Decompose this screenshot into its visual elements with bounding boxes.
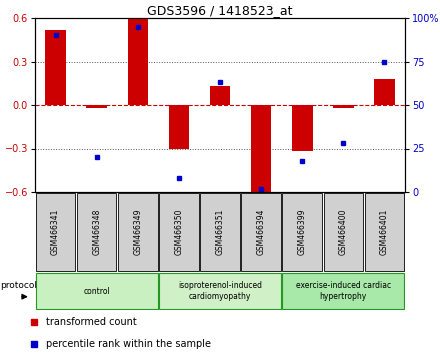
Bar: [36, 193, 75, 271]
Text: control: control: [83, 286, 110, 296]
Bar: [242, 193, 281, 271]
Bar: [374, 79, 395, 105]
Bar: [251, 105, 271, 192]
Text: GSM466348: GSM466348: [92, 209, 101, 255]
Text: transformed count: transformed count: [46, 317, 136, 327]
Text: GSM466399: GSM466399: [298, 209, 307, 255]
Title: GDS3596 / 1418523_at: GDS3596 / 1418523_at: [147, 4, 293, 17]
Bar: [45, 30, 66, 105]
Text: GSM466341: GSM466341: [51, 209, 60, 255]
Text: GSM466351: GSM466351: [216, 209, 224, 255]
Text: percentile rank within the sample: percentile rank within the sample: [46, 339, 211, 349]
Bar: [159, 273, 281, 309]
Bar: [365, 193, 404, 271]
Text: isoproterenol-induced
cardiomyopathy: isoproterenol-induced cardiomyopathy: [178, 281, 262, 301]
Text: GSM466350: GSM466350: [174, 209, 183, 255]
Text: protocol: protocol: [0, 281, 37, 290]
Text: GSM466401: GSM466401: [380, 209, 389, 255]
Bar: [36, 273, 158, 309]
Bar: [77, 193, 117, 271]
Bar: [282, 193, 322, 271]
Text: exercise-induced cardiac
hypertrophy: exercise-induced cardiac hypertrophy: [296, 281, 391, 301]
Bar: [210, 86, 230, 105]
Bar: [282, 273, 404, 309]
Bar: [323, 193, 363, 271]
Text: GSM466394: GSM466394: [257, 209, 266, 255]
Bar: [333, 105, 354, 108]
Text: GSM466400: GSM466400: [339, 209, 348, 255]
Bar: [169, 105, 189, 148]
Bar: [200, 193, 240, 271]
Bar: [128, 19, 148, 105]
Bar: [159, 193, 198, 271]
Bar: [118, 193, 158, 271]
Bar: [292, 105, 312, 152]
Text: GSM466349: GSM466349: [133, 209, 142, 255]
Bar: [86, 105, 107, 108]
